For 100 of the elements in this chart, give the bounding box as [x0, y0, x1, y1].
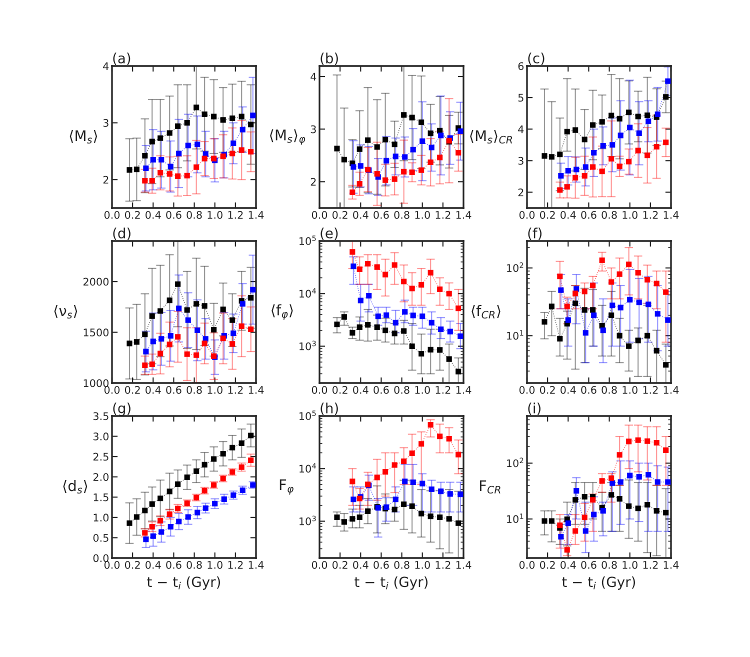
x-tick-label: 0.6	[166, 560, 182, 569]
y-axis-title: ⟨M$_{s}$⟩	[70, 130, 98, 144]
y-tick-label: 2.5	[93, 452, 108, 461]
y-tick-label: 4	[310, 72, 316, 80]
y-tick-label: 3	[518, 156, 524, 165]
x-tick-label: 1.4	[456, 386, 472, 394]
x-tick-label: 0.4	[353, 386, 368, 394]
x-tick-label: 1.4	[248, 386, 264, 394]
x-tick-label: 0.2	[124, 386, 140, 394]
y-axis-title: ⟨ν$_{s}$⟩	[54, 304, 78, 319]
x-tick-label: 0.4	[146, 386, 161, 394]
x-tick-label: 1.0	[622, 210, 638, 219]
x-tick-label: 0.4	[560, 560, 576, 569]
y-tick-label: 6	[518, 62, 524, 70]
x-tick-label: 1.2	[228, 386, 243, 394]
chart-title: (a)	[113, 52, 130, 66]
y-axis-title: ⟨M$_{s}$⟩$_{φ}$	[270, 129, 306, 145]
x-tick-label: 0.8	[186, 210, 202, 219]
x-tick-label: 1.2	[436, 210, 450, 219]
x-tick-label: 1.2	[643, 386, 658, 394]
x-tick-label: 0.2	[540, 386, 555, 394]
y-tick-label: 3.0	[93, 432, 109, 440]
x-axis-title: t − t$_{i}$ (Gyr)	[147, 576, 220, 590]
y-axis-title: ⟨f$_{φ}$⟩	[272, 304, 293, 320]
x-tick-label: 0.8	[394, 210, 410, 219]
y-axis-title: F$_{CR}$	[480, 480, 500, 494]
y-tick-label: 4	[518, 125, 524, 134]
y-tick-label: 1.0	[94, 514, 109, 522]
y-axis-title: ⟨d$_{s}$⟩	[63, 480, 88, 494]
x-tick-label: 0.2	[332, 560, 348, 569]
y-tick-label: 10$^{4}$	[300, 463, 316, 473]
x-tick-label: 0.6	[166, 386, 182, 394]
x-tick-label: 1.0	[208, 560, 222, 569]
chart-title: (h)	[320, 402, 338, 416]
y-tick-label: 5	[518, 94, 524, 102]
y-tick-label: 10$^{2}$	[507, 458, 524, 468]
x-tick-label: 0.2	[332, 210, 348, 219]
y-tick-label: 10$^{3}$	[300, 516, 316, 526]
x-tick-label: 0.6	[166, 210, 182, 219]
x-tick-label: 1.2	[228, 210, 243, 219]
x-tick-label: 1.4	[456, 211, 472, 219]
y-tick-label: 0.0	[93, 554, 109, 562]
x-tick-label: 0.2	[124, 560, 140, 569]
x-tick-label: 0.4	[146, 210, 161, 219]
chart-title: (d)	[113, 228, 130, 240]
chart-title: (b)	[320, 52, 338, 66]
y-tick-label: 10$^{5}$	[300, 410, 316, 420]
x-axis-title: t − t$_{i}$ (Gyr)	[354, 576, 428, 590]
x-tick-label: 1.2	[228, 560, 243, 569]
x-tick-label: 1.0	[415, 210, 430, 219]
x-tick-label: 0.4	[353, 210, 368, 219]
x-tick-label: 1.2	[436, 560, 450, 569]
x-tick-label: 1.0	[208, 210, 222, 219]
y-tick-label: 10$^{2}$	[507, 262, 524, 272]
x-tick-label: 1.4	[664, 386, 679, 394]
y-tick-label: 2.0	[93, 473, 109, 481]
y-tick-label: 2	[518, 188, 524, 196]
x-tick-label: 0.6	[374, 560, 389, 569]
x-tick-label: 1.0	[208, 386, 222, 394]
y-tick-label: 10$^{4}$	[300, 288, 316, 298]
y-tick-label: 0.5	[93, 534, 108, 542]
x-tick-label: 1.0	[622, 560, 638, 569]
x-tick-label: 0.6	[581, 386, 596, 394]
x-tick-label: 0.8	[186, 386, 202, 394]
x-tick-label: 1.0	[415, 386, 430, 394]
x-tick-label: 0.2	[124, 210, 140, 219]
y-tick-label: 10$^{3}$	[300, 340, 316, 350]
x-tick-label: 0.6	[374, 210, 389, 219]
x-tick-label: 0.8	[394, 560, 410, 569]
y-tick-label: 2	[310, 178, 316, 186]
x-tick-label: 0.8	[602, 386, 617, 394]
x-tick-label: 1.0	[415, 560, 430, 569]
x-tick-label: 0.4	[560, 386, 576, 394]
x-tick-label: 1.4	[248, 561, 264, 569]
y-tick-label: 3	[310, 125, 316, 134]
chart-title: (g)	[113, 402, 130, 416]
y-tick-label: 2	[103, 176, 108, 184]
x-tick-label: 1.2	[436, 386, 450, 394]
x-tick-label: 0.8	[186, 560, 202, 569]
x-tick-label: 0.2	[540, 210, 555, 219]
x-tick-label: 1.2	[643, 560, 658, 569]
y-tick-label: 1500	[84, 328, 109, 336]
x-tick-label: 1.4	[664, 561, 679, 569]
y-tick-label: 1.5	[94, 494, 108, 502]
x-tick-label: 1.2	[643, 210, 658, 219]
y-axis-title: ⟨M$_{s}$⟩$_{CR}$	[470, 130, 512, 144]
x-tick-label: 1.4	[664, 211, 679, 219]
y-axis-title: F$_{φ}$	[280, 479, 294, 495]
y-tick-label: 10$^{1}$	[507, 514, 524, 524]
x-tick-label: 1.4	[248, 211, 264, 219]
chart-title: (f)	[528, 228, 542, 240]
y-axis-title: ⟨f$_{CR}$⟩	[472, 304, 500, 319]
y-tick-label: 10$^{1}$	[507, 330, 524, 340]
x-tick-label: 1.0	[622, 386, 638, 394]
y-tick-label: 10$^{5}$	[300, 236, 316, 246]
y-tick-label: 2000	[83, 278, 109, 286]
y-tick-label: 3.5	[93, 412, 108, 420]
x-tick-label: 0.2	[332, 386, 348, 394]
x-tick-label: 0.6	[581, 210, 596, 219]
x-tick-label: 0.4	[560, 210, 576, 219]
